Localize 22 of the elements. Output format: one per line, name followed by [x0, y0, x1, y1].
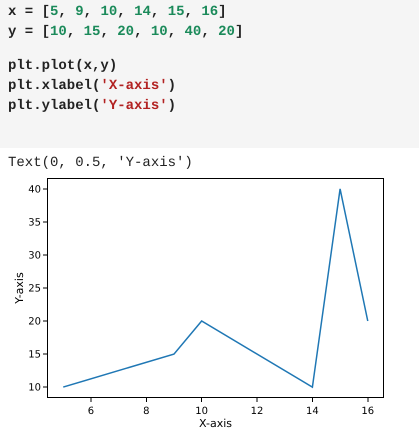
y-tick-label: 35 — [28, 217, 41, 228]
y-tick-label: 10 — [28, 382, 41, 394]
text: y = [10, 15, 20, 10, 40, 20] — [8, 24, 244, 40]
x-tick-label: 16 — [361, 406, 374, 417]
line-series — [62, 188, 369, 388]
x-tick-label: 12 — [250, 406, 264, 417]
text: plt.ylabel('Y-axis') — [8, 98, 176, 114]
y-tick-label: 30 — [28, 250, 41, 262]
text: plt.xlabel('X-axis') — [8, 78, 176, 94]
y-tick-label: 25 — [28, 284, 41, 294]
text: x = [5, 9, 10, 14, 15, 16] — [8, 4, 227, 20]
x-axis-title: X-axis — [199, 417, 232, 430]
y-tick-label: 20 — [28, 316, 41, 328]
x-tick-label: 8 — [143, 406, 150, 417]
text: plt.plot(x,y) — [8, 58, 118, 74]
x-tick-label: 14 — [306, 406, 319, 417]
text: Text(0, 0.5, 'Y-axis') — [8, 155, 193, 171]
x-tick-label: 6 — [88, 406, 94, 417]
x-tick-label: 10 — [195, 406, 208, 417]
y-tick-label: 40 — [28, 184, 41, 196]
y-tick-label: 15 — [28, 350, 41, 361]
y-axis-title: Y-axis — [12, 272, 26, 305]
